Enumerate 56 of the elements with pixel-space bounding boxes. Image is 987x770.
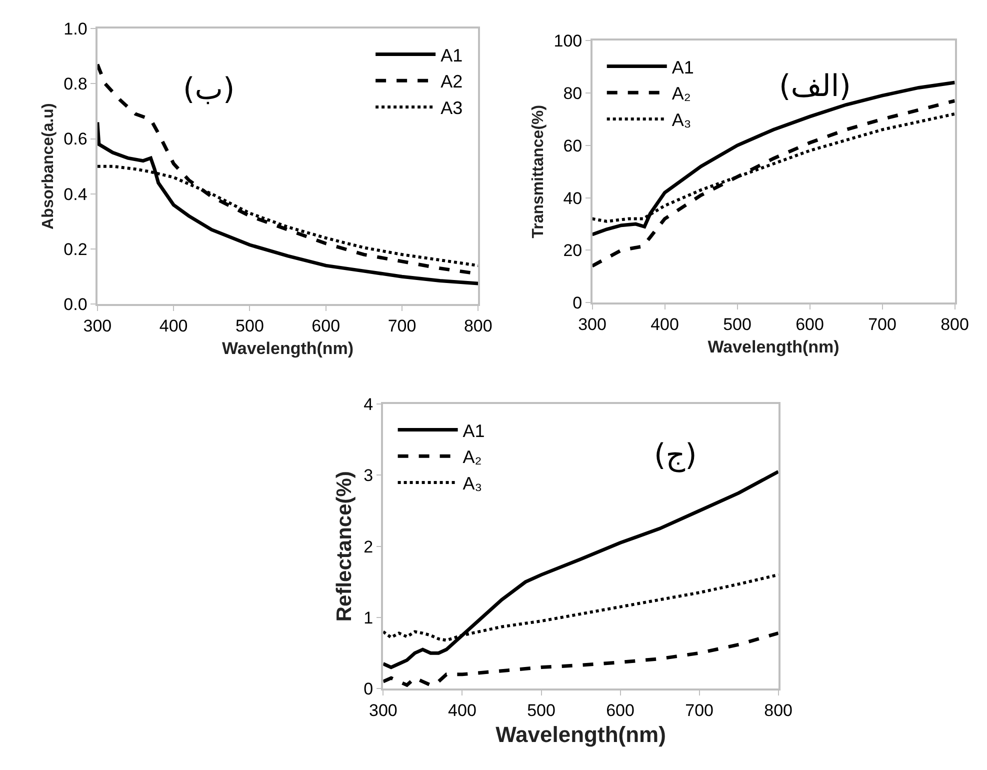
line-series <box>592 99 955 268</box>
legend-label: A₃ <box>672 110 692 130</box>
y-tick-label: 0 <box>572 294 582 313</box>
x-tick-label: 400 <box>159 316 188 336</box>
legend-label: A1 <box>440 45 463 66</box>
legend-label: A2 <box>440 72 463 92</box>
y-tick-label: 1 <box>364 608 374 628</box>
y-tick-label: 4 <box>364 394 374 414</box>
y-tick-label: 0.2 <box>64 240 88 259</box>
y-tick-label: 20 <box>563 241 582 260</box>
x-axis-title: Wavelength(nm) <box>708 338 840 357</box>
y-axis-title: Transmittance(%) <box>530 104 548 238</box>
y-tick-label: 40 <box>563 188 582 208</box>
legend-label: A₂ <box>672 84 691 104</box>
x-tick-label: 800 <box>464 316 492 336</box>
x-tick-label: 600 <box>606 700 634 720</box>
x-tick-label: 400 <box>650 314 679 334</box>
y-tick-label: 0.8 <box>64 74 88 94</box>
x-tick-label: 500 <box>236 316 264 336</box>
x-tick-label: 700 <box>868 314 896 334</box>
y-tick-label: 0.4 <box>64 184 88 204</box>
line-series <box>97 120 478 286</box>
annotation: (الف) <box>779 69 851 104</box>
x-tick-label: 700 <box>685 700 714 720</box>
legend-label: A3 <box>440 98 463 118</box>
annotation: (ب) <box>183 72 235 107</box>
x-tick-label: 800 <box>940 314 969 334</box>
y-tick-label: 3 <box>364 466 374 486</box>
x-tick-label: 300 <box>369 700 398 720</box>
legend-label: A₃ <box>462 474 482 494</box>
y-tick-label: 80 <box>563 84 582 103</box>
x-tick-label: 400 <box>448 700 476 720</box>
y-axis-title: Reflectance(%) <box>333 471 356 622</box>
x-tick-label: 700 <box>388 316 416 336</box>
y-tick-label: 1.0 <box>64 19 88 38</box>
x-tick-label: 300 <box>578 314 606 334</box>
x-tick-label: 500 <box>723 314 752 334</box>
x-axis-title: Wavelength(nm) <box>222 339 354 358</box>
x-axis-title: Wavelength(nm) <box>496 722 666 748</box>
y-tick-label: 2 <box>364 537 374 556</box>
x-tick-label: 600 <box>796 314 824 334</box>
annotation: (ج) <box>654 438 697 473</box>
y-tick-label: 0 <box>364 680 374 699</box>
y-tick-label: 100 <box>554 31 582 50</box>
y-tick-label: 0.6 <box>64 130 88 149</box>
legend-label: A1 <box>672 57 694 78</box>
y-tick-label: 60 <box>563 136 582 156</box>
x-tick-label: 500 <box>527 700 556 720</box>
x-tick-label: 800 <box>764 700 793 720</box>
y-axis-title: Absorbance(a.u) <box>40 103 58 230</box>
line-series <box>383 631 778 687</box>
legend-label: A₂ <box>462 447 482 468</box>
x-tick-label: 300 <box>83 316 112 336</box>
x-tick-label: 600 <box>312 316 340 336</box>
y-tick-label: 0.0 <box>64 295 88 314</box>
legend-label: A1 <box>462 420 485 441</box>
